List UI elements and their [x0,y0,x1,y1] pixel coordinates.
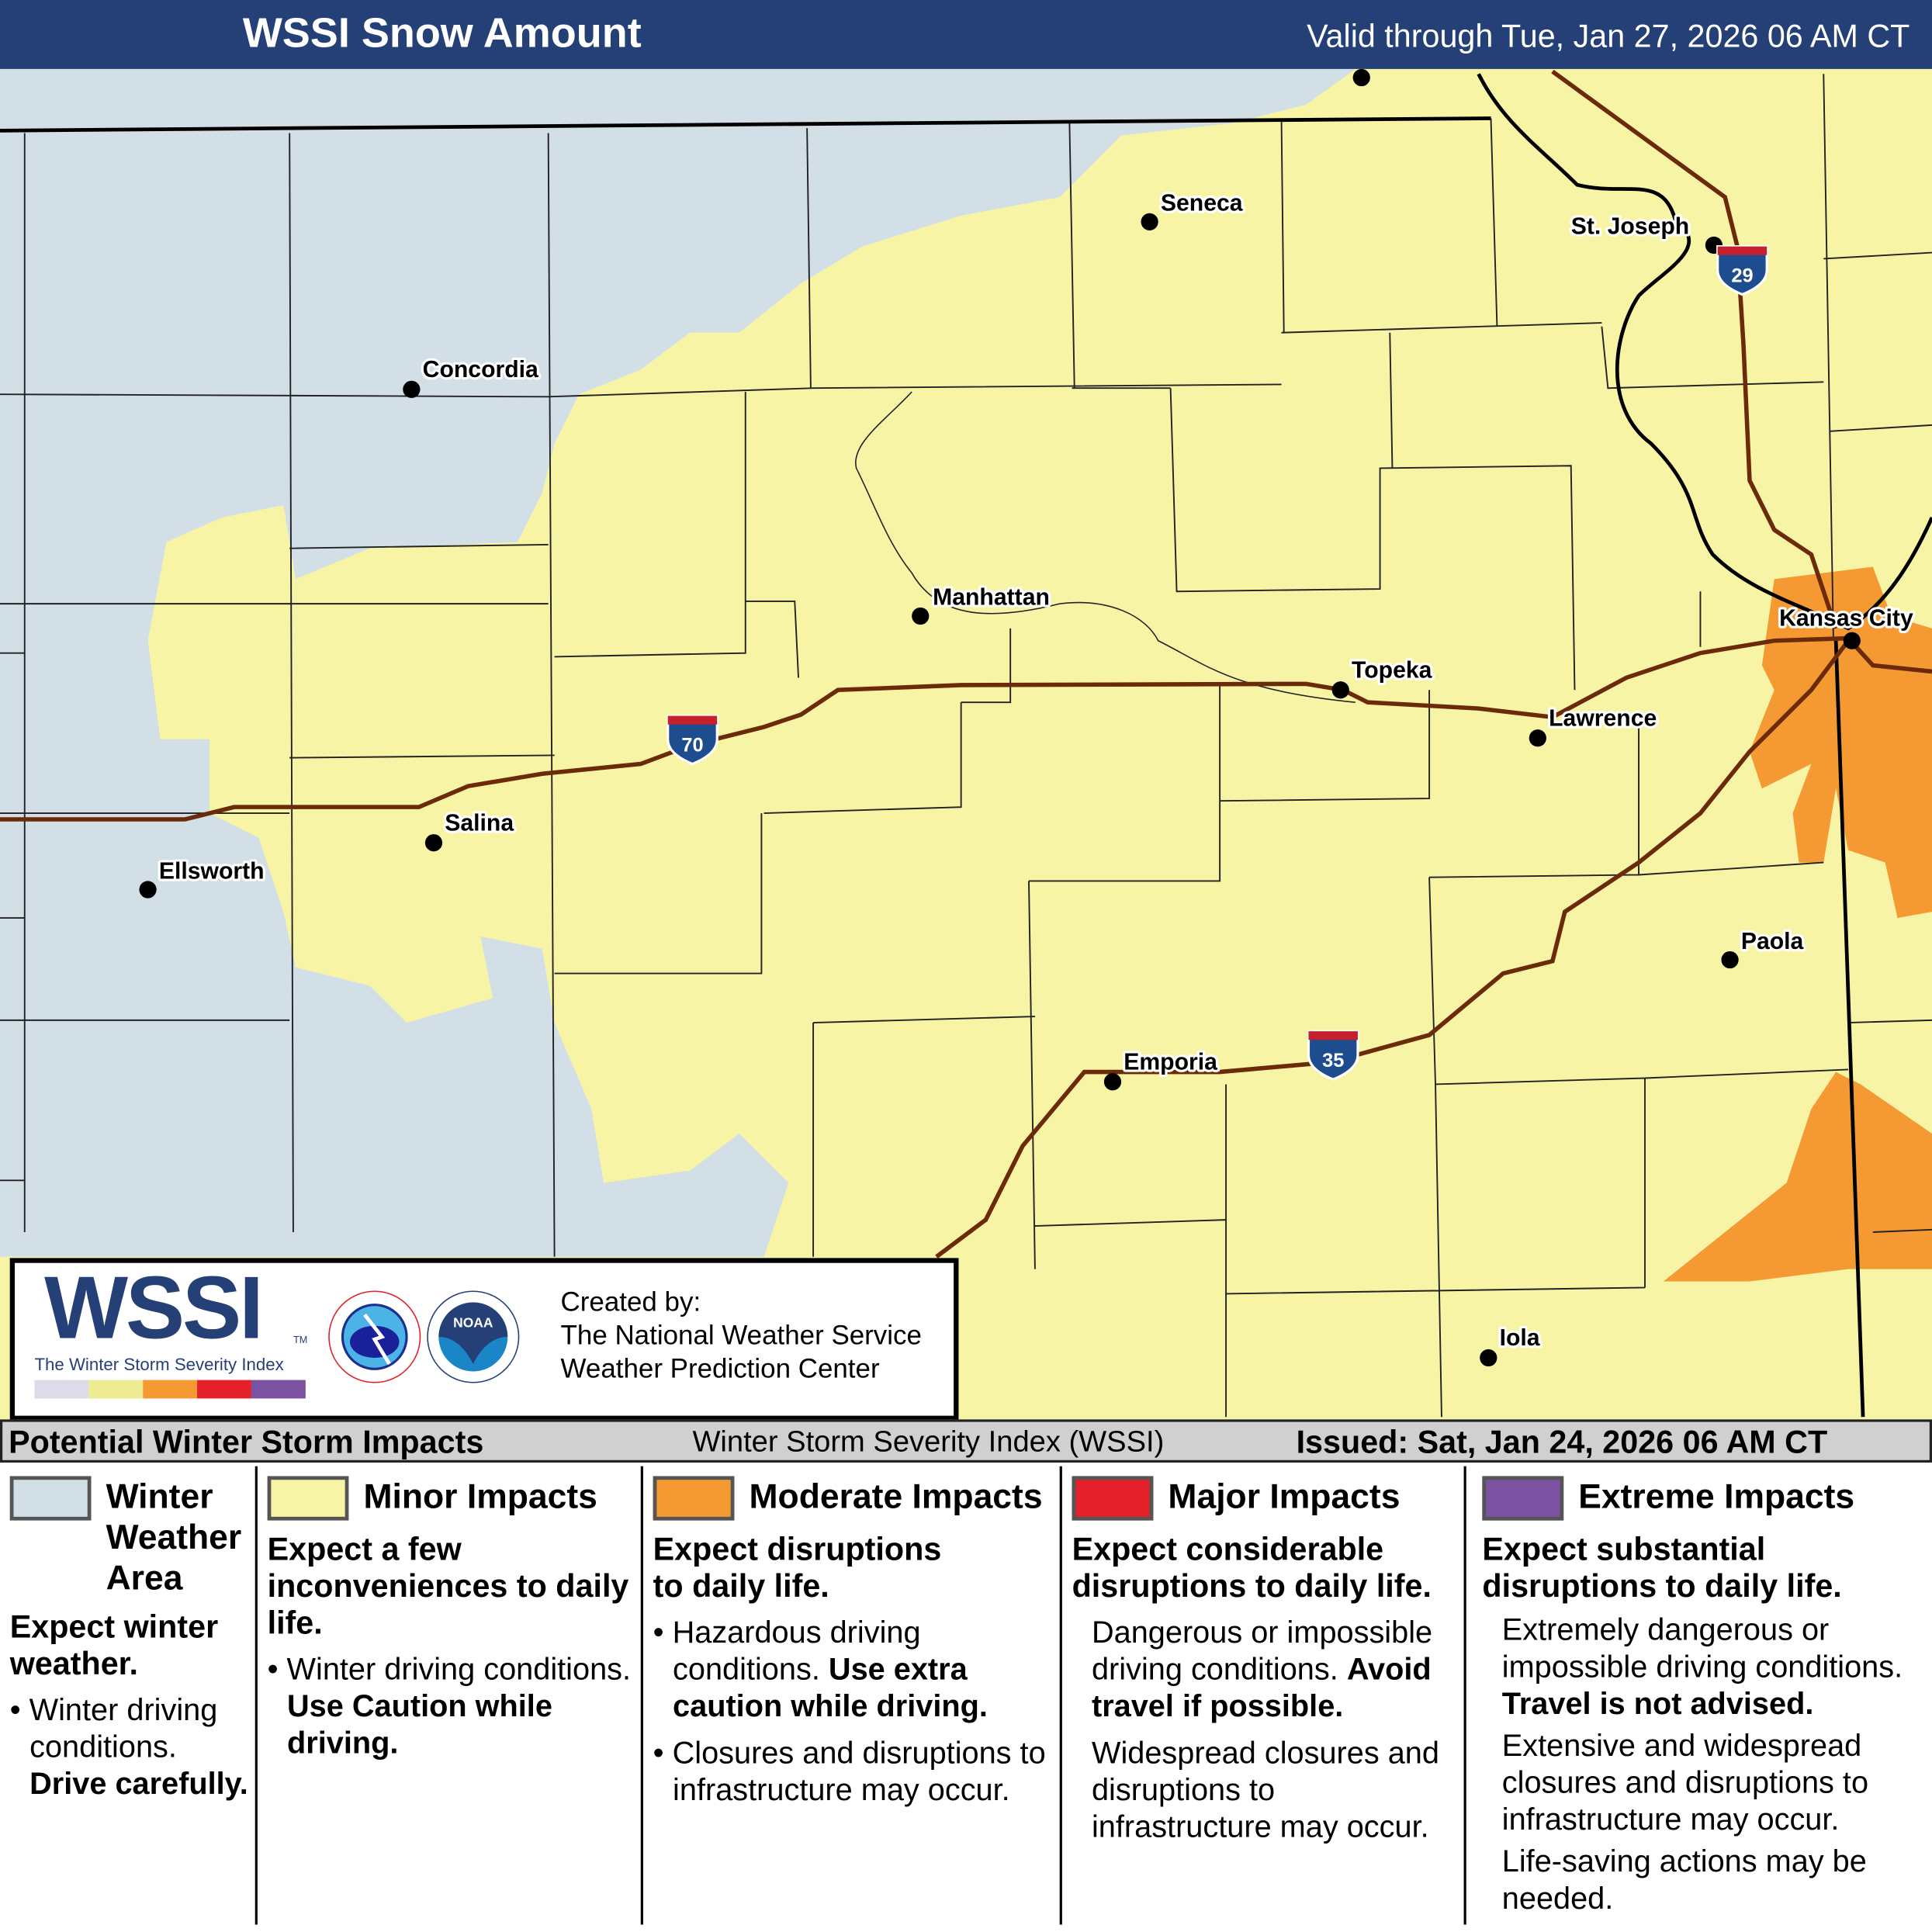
minor-title: Minor Impacts [363,1477,597,1516]
extreme-summary: Expect substantial disruptions to daily … [1482,1530,1842,1605]
extreme-title: Extreme Impacts [1578,1477,1855,1516]
major-swatch [1072,1476,1154,1521]
minor-swatch [267,1476,349,1521]
city-label-paola: Paola [1741,929,1804,954]
nws-noaa-logos: NOAA [328,1290,520,1383]
major-summary: Expect considerable disruptions to daily… [1072,1530,1432,1605]
wssi-logo: WSSI [44,1259,264,1358]
svg-text:70: 70 [681,735,703,757]
moderate-summary: Expect disruptions to daily life. [653,1530,942,1605]
scale-swatch-winter [34,1380,89,1399]
wssi-subtitle: The Winter Storm Severity Index [34,1354,284,1374]
interstate-highways [0,69,1932,1259]
legend-title-bar: Potential Winter Storm Impacts Winter St… [0,1419,1932,1463]
extreme-infrastructure-text: Extensive and widespread closures and di… [1501,1728,1869,1837]
moderate-title: Moderate Impacts [749,1477,1043,1516]
city-label-emporia: Emporia [1124,1049,1217,1075]
interstate-shield-70: 70 [667,715,718,766]
scale-swatch-major [197,1380,251,1399]
credit-wpc: Weather Prediction Center [560,1352,880,1384]
impact-map: Seneca St. Joseph Concordia Manhattan Ka… [0,68,1932,1420]
legend-winter-weather: Winter Weather Area Expect winter weathe… [9,1461,254,1802]
scale-swatch-extreme [251,1380,306,1399]
svg-text:35: 35 [1322,1050,1344,1072]
extreme-driving-text: Extremely dangerous or impossible drivin… [1501,1612,1903,1722]
svg-text:29: 29 [1731,265,1753,287]
moderate-swatch [653,1476,735,1521]
interstate-shield-29: 29 [1716,245,1768,296]
created-by-label: Created by: [560,1286,701,1317]
legend-divider [254,1466,258,1925]
moderate-bullet-1: • Hazardous driving conditions. Use extr… [653,1615,988,1724]
issued-time: Issued: Sat, Jan 24, 2026 06 AM CT [1296,1423,1828,1460]
legend-major: Major Impacts Expect considerable disrup… [1072,1461,1462,1845]
credits: Created by: The National Weather Service… [561,1285,922,1385]
county-lines [0,74,1932,1418]
major-driving-text: Dangerous or impossible driving conditio… [1091,1615,1433,1724]
state-borders [0,73,1932,1418]
city-label-seneca: Seneca [1161,191,1243,216]
legend-divider [1463,1466,1466,1925]
city-label-kansas-city: Kansas City [1779,606,1913,632]
winter-weather-bullet: • Winter driving conditions. Drive caref… [9,1692,248,1802]
minor-summary: Expect a few inconveniences to daily lif… [267,1530,629,1642]
moderate-bullet-2: • Closures and disruptions to infrastruc… [653,1736,1046,1808]
impact-legend: Winter Weather Area Expect winter weathe… [0,1461,1932,1932]
legend-divider [640,1466,643,1925]
minor-bullet: • Winter driving conditions. Use Caution… [267,1652,632,1761]
city-label-lawrence: Lawrence [1549,705,1657,731]
city-markers [139,68,1861,1367]
city-label-st-joseph: St. Joseph [1571,214,1690,240]
index-name: Winter Storm Severity Index (WSSI) [692,1425,1165,1459]
interstate-shield-35: 35 [1307,1030,1359,1081]
scale-swatch-minor [88,1380,144,1399]
trademark: TM [293,1334,308,1346]
legend-extreme: Extreme Impacts Expect substantial disru… [1482,1461,1928,1917]
winter-weather-area [0,68,1356,1257]
extreme-swatch [1482,1476,1564,1521]
moderate-impacts-area-south [1663,1072,1932,1282]
noaa-logo-icon: NOAA [427,1290,520,1383]
city-label-salina: Salina [445,810,514,836]
city-label-manhattan: Manhattan [933,585,1050,611]
extreme-life-saving-text: Life-saving actions may be needed. [1501,1844,1867,1916]
city-label-iola: Iola [1500,1325,1540,1351]
legend-heading: Potential Winter Storm Impacts [9,1423,484,1460]
valid-time: Valid through Tue, Jan 27, 2026 06 AM CT [1307,17,1910,54]
winter-weather-summary: Expect winter weather. [9,1608,219,1682]
winter-weather-title: Winter Weather Area [106,1477,242,1598]
credit-nws: The National Weather Service [560,1319,922,1351]
minor-blob [147,505,296,739]
svg-text:NOAA: NOAA [453,1314,493,1330]
legend-moderate: Moderate Impacts Expect disruptions to d… [653,1461,1055,1809]
city-label-topeka: Topeka [1352,657,1432,683]
header: WSSI Snow Amount Valid through Tue, Jan … [0,0,1932,69]
city-label-ellsworth: Ellsworth [159,858,265,884]
winter-weather-swatch [9,1476,92,1521]
logo-panel: WSSI TM The Winter Storm Severity Index … [9,1258,959,1421]
map-title: WSSI Snow Amount [242,9,642,57]
major-infrastructure-text: Widespread closures and disruptions to i… [1091,1736,1439,1845]
nws-logo-icon [328,1290,421,1383]
major-title: Major Impacts [1168,1477,1401,1516]
legend-minor: Minor Impacts Expect a few inconvenience… [267,1461,637,1761]
legend-divider [1059,1466,1062,1925]
city-label-concordia: Concordia [423,357,538,383]
scale-swatch-moderate [143,1380,198,1399]
